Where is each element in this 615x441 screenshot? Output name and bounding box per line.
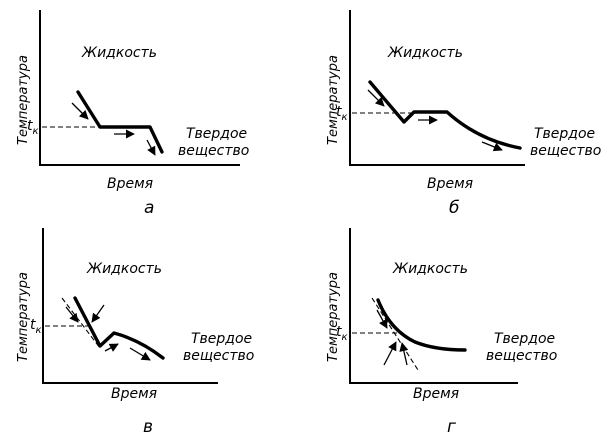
panel-a-tk-main: t <box>27 118 33 134</box>
panel-d-tangent-dashed-line <box>371 297 419 371</box>
panel-d: Температура tк Жидкость Твердое вещество… <box>326 228 557 437</box>
panel-c-y-label: Температура <box>16 272 31 362</box>
panel-d-letter: г <box>447 417 456 437</box>
panel-c-supercooling-dashed-line <box>61 297 101 349</box>
panel-d-liquid-label: Жидкость <box>392 261 468 277</box>
panel-b: Температура tк Жидкость Твердое вещество… <box>326 10 601 218</box>
panel-d-tk-main: t <box>336 324 342 340</box>
panel-a-solid-label-1: Твердое <box>186 126 247 142</box>
panel-d-arrow-lower-right <box>399 342 409 366</box>
panel-d-arrow-liquid <box>376 309 388 329</box>
panel-d-axes <box>349 228 518 384</box>
panel-c-solid-label-2: вещество <box>183 348 254 364</box>
panel-b-solid-label-1: Твердое <box>534 126 595 142</box>
panel-a-solid-label-2: вещество <box>178 143 249 159</box>
panel-c-liquid-label: Жидкость <box>86 261 162 277</box>
panel-a-y-label: Температура <box>16 55 31 145</box>
panel-a: Температура tк Жидкость Твердое вещество… <box>16 10 249 218</box>
panel-a-arrow-solid <box>146 139 156 156</box>
panel-c-arrow-nucleation <box>91 304 105 323</box>
panel-b-tk-main: t <box>336 104 342 120</box>
panel-a-cooling-curve <box>76 90 164 154</box>
panel-d-solid-label-1: Твердое <box>494 331 555 347</box>
panel-d-tk-sub: к <box>342 332 348 343</box>
panel-c-arrow-solid <box>129 347 151 361</box>
panel-c-solid-label-1: Твердое <box>191 331 252 347</box>
panel-d-tk-label: tк <box>336 324 348 343</box>
panel-d-x-label: Время <box>413 386 459 402</box>
panel-c-tk-main: t <box>30 317 36 333</box>
panel-a-tk-sub: к <box>33 126 39 137</box>
panel-d-y-label: Температура <box>326 272 341 362</box>
panel-b-x-label: Время <box>427 176 473 192</box>
panel-d-arrow-lower-left <box>383 341 397 366</box>
panel-b-solid-label-2: вещество <box>530 143 601 159</box>
panel-c-tk-label: tк <box>30 317 42 336</box>
panel-b-arrow-liquid <box>367 89 385 107</box>
panel-b-y-label: Температура <box>326 55 341 145</box>
panel-c-arrow-liquid <box>65 306 79 323</box>
panel-a-letter: а <box>144 198 154 218</box>
panel-d-cooling-curve <box>376 298 467 352</box>
panel-b-tk-sub: к <box>342 112 348 123</box>
panel-b-letter: б <box>449 198 459 218</box>
panel-b-cooling-curve <box>368 80 522 150</box>
panel-a-axes <box>39 10 240 166</box>
panel-c-cooling-curve <box>73 296 165 360</box>
panel-a-tk-label: tк <box>27 118 39 137</box>
panel-c: Температура tк Жидкость Твердое вещество… <box>16 228 254 437</box>
panel-d-solid-label-2: вещество <box>486 348 557 364</box>
panel-c-letter: в <box>143 417 153 437</box>
panel-a-x-label: Время <box>107 176 153 192</box>
panel-b-axes <box>349 10 525 166</box>
panel-b-liquid-label: Жидкость <box>387 45 463 61</box>
panel-b-tk-label: tк <box>336 104 348 123</box>
panel-a-arrow-liquid <box>71 102 89 120</box>
panel-a-liquid-label: Жидкость <box>81 45 157 61</box>
panel-c-arrow-rise <box>104 343 119 352</box>
panel-c-x-label: Время <box>111 386 157 402</box>
panel-c-axes <box>42 228 218 384</box>
panel-c-tk-sub: к <box>36 325 42 336</box>
panel-b-arrow-solid <box>481 141 503 152</box>
